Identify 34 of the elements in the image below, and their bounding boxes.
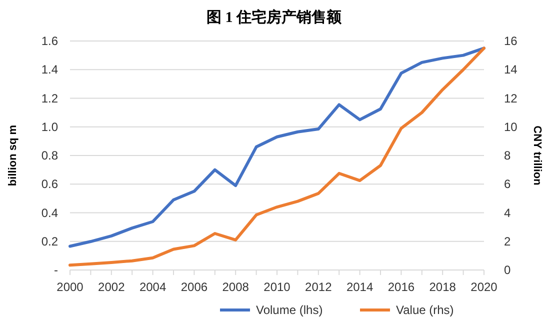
x-tick-label: 2014 [346, 280, 374, 294]
y2-tick-label: 2 [504, 234, 511, 248]
y-tick-label: 0.4 [41, 206, 58, 220]
y2-tick-label: 10 [504, 120, 518, 134]
x-tick-label: 2020 [470, 280, 498, 294]
y-tick-label: 1.4 [41, 62, 58, 77]
y-tick-label: 0.2 [41, 234, 58, 248]
x-tick-label: 2006 [180, 280, 208, 294]
y-tick-label: 0.8 [41, 148, 58, 162]
x-tick-label: 2016 [388, 280, 415, 294]
y2-tick-label: 0 [504, 263, 511, 277]
y2-tick-label: 16 [504, 34, 518, 48]
y2-tick-label: 14 [504, 62, 518, 77]
legend-label: Volume (lhs) [256, 303, 323, 317]
x-tick-label: 2008 [222, 280, 250, 294]
x-tick-label: 2010 [264, 280, 291, 294]
y-tick-label: - [54, 263, 58, 277]
y-tick-label: 0.6 [41, 177, 58, 192]
x-tick-label: 2018 [429, 280, 456, 294]
y-tick-label: 1.2 [41, 91, 58, 106]
legend-label: Value (rhs) [396, 303, 454, 317]
y2-tick-label: 4 [504, 206, 511, 220]
y-tick-label: 1.6 [41, 34, 58, 48]
y2-tick-label: 6 [504, 177, 511, 192]
y2-tick-label: 12 [504, 91, 518, 106]
x-tick-label: 2004 [139, 280, 166, 294]
y2-tick-label: 8 [504, 148, 511, 162]
x-tick-label: 2002 [98, 280, 126, 294]
y-axis-title: billion sq m [7, 124, 19, 186]
x-tick-label: 2012 [305, 280, 332, 294]
x-tick-label: 2000 [56, 280, 84, 294]
chart-title: 图 1 住宅房产销售额 [206, 8, 342, 26]
y2-axis-title: CNY trillion [531, 126, 543, 186]
text: 1.0 [41, 120, 58, 134]
